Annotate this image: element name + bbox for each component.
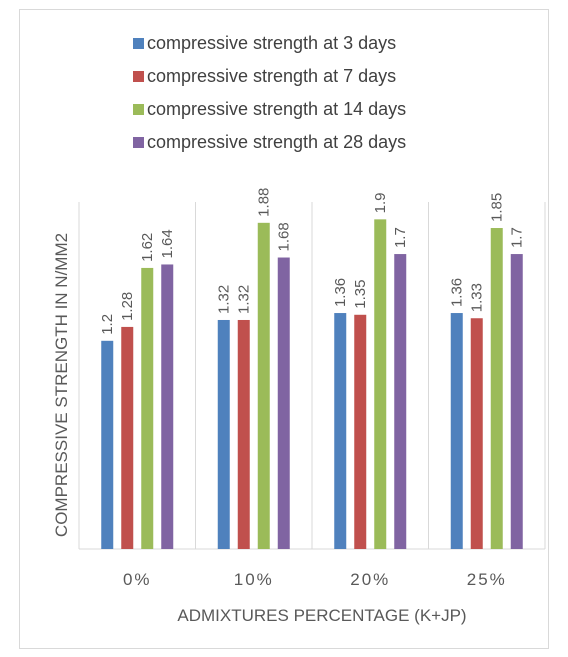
data-label: 1.9 xyxy=(372,192,389,213)
data-label: 1.36 xyxy=(332,278,349,307)
data-label: 1.28 xyxy=(119,292,136,321)
plot-area: 1.21.281.62 1.641.32 1.321.881.681.36 1.351… xyxy=(78,188,546,550)
bar-0pct-series-1 xyxy=(101,340,114,549)
data-label: 1.7 xyxy=(392,227,409,248)
data-label: 1.64 xyxy=(159,229,176,258)
bar-25pct-series-3 xyxy=(490,228,503,549)
data-label: 1.33 xyxy=(469,283,486,312)
legend-swatch-4 xyxy=(133,137,144,148)
bar-25pct-series-2 xyxy=(470,318,483,549)
data-label: 1.36 xyxy=(449,278,466,307)
bar-0pct-series-3 xyxy=(141,267,154,549)
legend-entry-3: compressive strength at 14 days xyxy=(147,99,406,119)
bar-20pct-series-3 xyxy=(374,219,387,549)
bar-10pct-series-2 xyxy=(237,319,250,549)
data-label: 1.2 xyxy=(99,314,116,335)
legend: compressive strength at 3 days compressiv… xyxy=(133,33,406,152)
x-tick-label: 20% xyxy=(350,570,390,589)
bar-25pct-series-1 xyxy=(450,313,463,549)
bar-0pct-series-4 xyxy=(161,264,174,549)
bar-0pct-series-2 xyxy=(121,326,134,549)
legend-entry-1: compressive strength at 3 days xyxy=(147,33,396,53)
data-label: 1.35 xyxy=(352,280,369,309)
legend-entry-2: compressive strength at 7 days xyxy=(147,66,396,86)
data-label: 1.68 xyxy=(276,222,293,251)
x-tick-label: 25% xyxy=(467,570,507,589)
bar-10pct-series-4 xyxy=(277,257,290,549)
legend-swatch-2 xyxy=(133,71,144,82)
bar-20pct-series-4 xyxy=(394,254,407,550)
x-tick-label: 0% xyxy=(123,570,152,589)
bar-25pct-series-4 xyxy=(510,254,523,550)
data-label: 1.88 xyxy=(256,188,273,217)
data-label: 1.32 xyxy=(216,285,233,314)
x-axis-ticks: 0% 10% 20% 25% xyxy=(123,570,507,589)
y-axis-label: COMPRESSIVE STRENGTH IN N/MM2 xyxy=(52,233,71,537)
bar-10pct-series-1 xyxy=(217,319,230,549)
x-axis-label: ADMIXTURES PERCENTAGE (K+JP) xyxy=(177,606,466,625)
x-tick-label: 10% xyxy=(234,570,274,589)
data-label: 1.62 xyxy=(139,233,156,262)
data-label: 1.7 xyxy=(509,227,526,248)
bar-20pct-series-1 xyxy=(334,313,347,549)
legend-swatch-1 xyxy=(133,38,144,49)
legend-swatch-3 xyxy=(133,104,144,115)
data-label: 1.85 xyxy=(489,193,506,222)
data-label: 1.32 xyxy=(236,285,253,314)
legend-entry-4: compressive strength at 28 days xyxy=(147,132,406,152)
bar-10pct-series-3 xyxy=(257,222,270,549)
bar-20pct-series-2 xyxy=(354,314,367,549)
